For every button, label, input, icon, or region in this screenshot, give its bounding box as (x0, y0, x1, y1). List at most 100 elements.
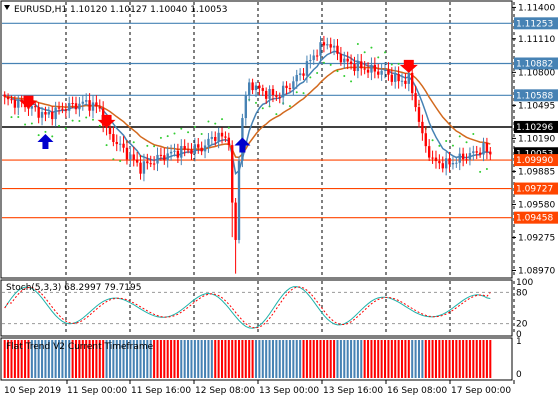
psar-dot (221, 118, 224, 121)
trend-bar (278, 340, 281, 378)
psar-dot (465, 141, 468, 144)
candle-body (478, 152, 482, 155)
trend-bar (261, 340, 264, 378)
trend-bar (462, 340, 465, 378)
collapse-triangle-icon[interactable] (4, 5, 10, 10)
trend-bar (142, 340, 145, 378)
candle-body (6, 96, 10, 100)
trend-bar (136, 340, 139, 378)
trend-histogram (3, 340, 492, 378)
candle-body (377, 71, 380, 75)
time-tick-label: 13 Sep 16:00 (323, 386, 383, 396)
psar-dot (207, 120, 210, 123)
trend-bar (489, 340, 492, 378)
trend-bar (47, 340, 50, 378)
price-label: 1.09990 (516, 156, 553, 166)
candle-body (129, 154, 132, 160)
trend-bar (146, 340, 149, 378)
trend-bar (13, 340, 16, 378)
candle-body (51, 111, 54, 120)
psar-dot (356, 43, 359, 46)
trend-bar (468, 340, 471, 378)
candle-body (448, 158, 451, 165)
trend-bar (275, 340, 278, 378)
candle-body (339, 53, 343, 63)
trend-bar (20, 340, 23, 378)
trend-bar (455, 340, 458, 378)
candle-body (57, 107, 61, 109)
candle-body (482, 142, 485, 155)
psar-dot (384, 51, 387, 54)
price-label-box (514, 211, 558, 224)
candle-body (61, 108, 64, 110)
price-label-box (514, 57, 558, 70)
trend-bar (231, 340, 234, 378)
candle-body (326, 44, 329, 46)
trend-bar (367, 340, 370, 378)
candle-body (353, 64, 356, 72)
psar-dot (302, 92, 305, 95)
trend-bar (105, 340, 108, 378)
price-tick-label: 1.09275 (518, 233, 555, 243)
candle-body (214, 136, 217, 141)
trend-bar (326, 340, 329, 378)
candle-body (465, 159, 468, 161)
candle-body (37, 107, 40, 118)
candle-body (71, 103, 74, 105)
price-label: 1.10882 (516, 59, 553, 69)
time-tick-label: 13 Sep 00:00 (259, 386, 319, 396)
candle-body (122, 143, 125, 148)
main-pane-frame (0, 0, 513, 279)
trend-bar (353, 340, 356, 378)
candle-body (380, 70, 383, 75)
trend-bar (302, 340, 305, 378)
trend-bar (58, 340, 61, 378)
stoch-pane[interactable]: Stoch(5,3,3) 68.2997 79.7195 (0, 279, 515, 337)
candle-body (472, 151, 475, 154)
candle-body (180, 146, 183, 158)
candle-body (118, 143, 122, 145)
psar-dot (363, 51, 366, 54)
trend-bar (377, 340, 380, 378)
psar-dot (370, 46, 373, 49)
stoch-title: Stoch(5,3,3) 68.2997 79.7195 (6, 283, 141, 293)
psar-dot (159, 136, 162, 139)
psar-dot (105, 144, 108, 147)
trend-bar (319, 340, 322, 378)
buy-arrow-icon (37, 134, 54, 150)
psar-dot (316, 72, 319, 75)
trend-bar (458, 340, 461, 378)
trend-bar (30, 340, 33, 378)
candle-body (444, 158, 448, 169)
trend-bar (34, 340, 37, 378)
time-tick-label: 11 Sep 16:00 (131, 386, 191, 396)
trend-bar (397, 340, 400, 378)
candle-body (268, 89, 271, 99)
candle-body (285, 85, 288, 89)
trend-bar (17, 340, 20, 378)
psar-dot (485, 167, 488, 170)
trend-pane[interactable]: Flat Trend V2 Current Timeframe (0, 337, 513, 381)
price-label: 1.09727 (516, 185, 553, 195)
candle-body (183, 146, 186, 150)
candle-body (309, 60, 312, 62)
trend-bar (163, 340, 166, 378)
trend-bar (119, 340, 122, 378)
candle-body (152, 163, 156, 165)
main-pane[interactable]: EURUSD,H1 1.10120 1.10127 1.10040 1.1005… (0, 0, 515, 279)
candle-body (441, 163, 444, 169)
candle-body (176, 150, 180, 158)
candle-body (278, 96, 281, 98)
trend-bar (44, 340, 47, 378)
trend-bar (41, 340, 44, 378)
candle-body (387, 69, 390, 75)
psar-dot (390, 63, 393, 66)
trend-bar (360, 340, 363, 378)
candle-body (115, 141, 118, 145)
candle-body (142, 161, 146, 174)
trend-bar (346, 340, 349, 378)
trend-bar (438, 340, 441, 378)
psar-dot (254, 101, 257, 104)
